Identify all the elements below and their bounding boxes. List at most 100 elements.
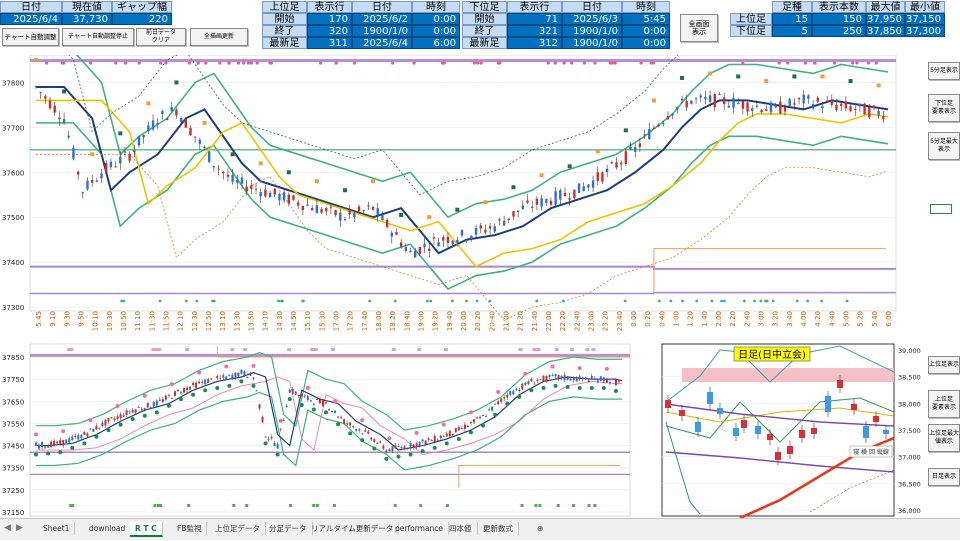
- bottom-marker: [118, 422, 123, 427]
- right-table-min-0[interactable]: 37,150: [905, 13, 945, 25]
- upper-rows-2[interactable]: 311: [307, 37, 352, 49]
- sheet-tab-5[interactable]: 分足データ: [264, 522, 313, 535]
- auto-adjust-stop-button[interactable]: チャート自動調整停止: [62, 28, 134, 46]
- top-candle: [306, 204, 309, 206]
- sheet-tab-2[interactable]: R T C: [130, 522, 163, 537]
- tab-scroll-right-icon[interactable]: ▶: [16, 523, 23, 533]
- top-candle: [502, 220, 506, 226]
- top-signal-dot: [158, 61, 163, 65]
- bottom-candle: [331, 410, 334, 412]
- top-candle: [839, 103, 843, 106]
- lower-rows-2[interactable]: 312: [507, 37, 562, 49]
- bottom-signal-mark: [315, 504, 319, 507]
- bottom-candle: [593, 378, 596, 380]
- bottom-candle: [198, 381, 201, 384]
- five-min-max-button[interactable]: 5分足最大 表示: [928, 132, 960, 160]
- top-candle: [367, 205, 370, 207]
- sheet-tab-8[interactable]: 四本値: [444, 522, 478, 535]
- right-table-max-1[interactable]: 37,850: [866, 25, 905, 37]
- top-candle: [376, 208, 379, 216]
- bottom-marker: [604, 366, 609, 371]
- bottom-candle: [95, 425, 98, 430]
- lower-rows-0[interactable]: 71: [507, 13, 562, 25]
- gap-value[interactable]: 220: [112, 13, 172, 25]
- right-table-count-1[interactable]: 250: [812, 25, 866, 37]
- right-table-row-name-0: 上位足: [730, 13, 772, 25]
- top-candle: [193, 136, 197, 138]
- top-candle: [507, 218, 511, 221]
- clear-day-button[interactable]: 前日データ クリア: [136, 28, 186, 46]
- lower-date-2[interactable]: 1900/1/0: [562, 37, 622, 49]
- top-candle: [362, 210, 365, 212]
- lower-time-1[interactable]: 0:00: [622, 25, 670, 37]
- top-x-tick-28: 19:20: [432, 311, 440, 331]
- upper-time-2[interactable]: 6:00: [412, 37, 460, 49]
- fullscreen-button[interactable]: 全画面 表示: [680, 14, 718, 42]
- sheet-tab-4[interactable]: 上位足データ: [210, 522, 266, 535]
- right-table-kind-0[interactable]: 15: [772, 13, 812, 25]
- bottom-candle: [463, 424, 466, 430]
- top-candle: [516, 210, 520, 212]
- upper-time-1[interactable]: 0:00: [412, 25, 460, 37]
- upper-time-0[interactable]: 0:00: [412, 13, 460, 25]
- daily-display-button[interactable]: 日足表示: [928, 468, 960, 486]
- right-table-count-0[interactable]: 150: [812, 13, 866, 25]
- top-x-tick-44: 0:40: [658, 311, 666, 327]
- bottom-candle: [343, 419, 346, 424]
- five-minute-chart[interactable]: 37800 37700 37600 37500 37400 37300 5:45 9:10 9…: [0, 55, 928, 340]
- upper-rows-0[interactable]: 170: [307, 13, 352, 25]
- sheet-tab-0[interactable]: Sheet1: [38, 522, 76, 535]
- top-candle: [198, 139, 202, 144]
- bottom-candle: [201, 381, 204, 383]
- top-candle: [493, 226, 496, 232]
- top-candle: [676, 107, 679, 110]
- top-candle: [428, 248, 431, 251]
- upper-timeframe-chart[interactable]: 37850 37750 37650 37550 37450 37350 37250 37150: [0, 342, 660, 518]
- sheet-tab-9[interactable]: 更新数式: [478, 522, 519, 535]
- bottom-candle: [219, 377, 222, 379]
- lower-date-0[interactable]: 2025/6/3: [562, 13, 622, 25]
- bottom-signal-mark: [69, 504, 73, 507]
- upper-rows-1[interactable]: 320: [307, 25, 352, 37]
- sheet-tab-1[interactable]: download: [84, 522, 132, 535]
- top-signal-dot: [89, 61, 93, 65]
- add-sheet-icon[interactable]: ⊕: [537, 524, 544, 533]
- daily-chart[interactable]: 39,000 38,500 38,000 37,500 37,000 36,500 36,0…: [660, 342, 925, 518]
- tab-scroll-left-icon[interactable]: ◀: [4, 523, 11, 533]
- lower-date-1[interactable]: 1900/1/0: [562, 25, 622, 37]
- daily-candle: [787, 446, 793, 454]
- lower-time-0[interactable]: 5:45: [622, 13, 670, 25]
- right-table-min-1[interactable]: 37,300: [905, 25, 945, 37]
- price-value[interactable]: 37,730: [62, 13, 112, 25]
- upper-date-2[interactable]: 2025/6/4: [352, 37, 412, 49]
- sheet-tab-3[interactable]: FB監視: [172, 522, 208, 535]
- redraw-button[interactable]: 全描画更新: [190, 28, 248, 46]
- right-table-kind-1[interactable]: 5: [772, 25, 812, 37]
- bottom-candle: [228, 374, 231, 376]
- sheet-tab-6[interactable]: リアルタイム更新データ: [306, 522, 400, 535]
- top-candle: [161, 111, 164, 114]
- selected-cell-box[interactable]: [930, 204, 952, 214]
- top-signal-dot: [236, 61, 241, 65]
- bottom-candle: [300, 394, 303, 397]
- upper-date-1[interactable]: 1900/1/0: [352, 25, 412, 37]
- auto-adjust-button[interactable]: チャート自動調整: [2, 28, 59, 46]
- top-candle: [755, 105, 759, 107]
- upper-date-0[interactable]: 2025/6/2: [352, 13, 412, 25]
- top-signal-mark: [185, 348, 190, 351]
- right-table-max-0[interactable]: 37,950: [866, 13, 905, 25]
- sheet-tab-7[interactable]: performance: [390, 522, 450, 535]
- bottom-marker: [333, 399, 338, 404]
- upper-elements-button[interactable]: 上位足 要素表示: [928, 390, 960, 418]
- lower-rows-1[interactable]: 321: [507, 25, 562, 37]
- upper-max-button[interactable]: 上位足最大 値表示: [928, 424, 960, 452]
- date-value[interactable]: 2025/6/4: [0, 13, 62, 25]
- upper-display-button[interactable]: 上位足表示: [928, 356, 960, 374]
- bottom-marker: [541, 386, 546, 391]
- lower-elements-button[interactable]: 下位足 要素表示: [928, 94, 960, 122]
- bottom-marker: [408, 452, 413, 457]
- five-min-display-button[interactable]: 5分足表示: [928, 62, 960, 80]
- top-candle: [105, 163, 108, 172]
- top-candle: [563, 192, 567, 197]
- lower-time-2[interactable]: 0:00: [622, 37, 670, 49]
